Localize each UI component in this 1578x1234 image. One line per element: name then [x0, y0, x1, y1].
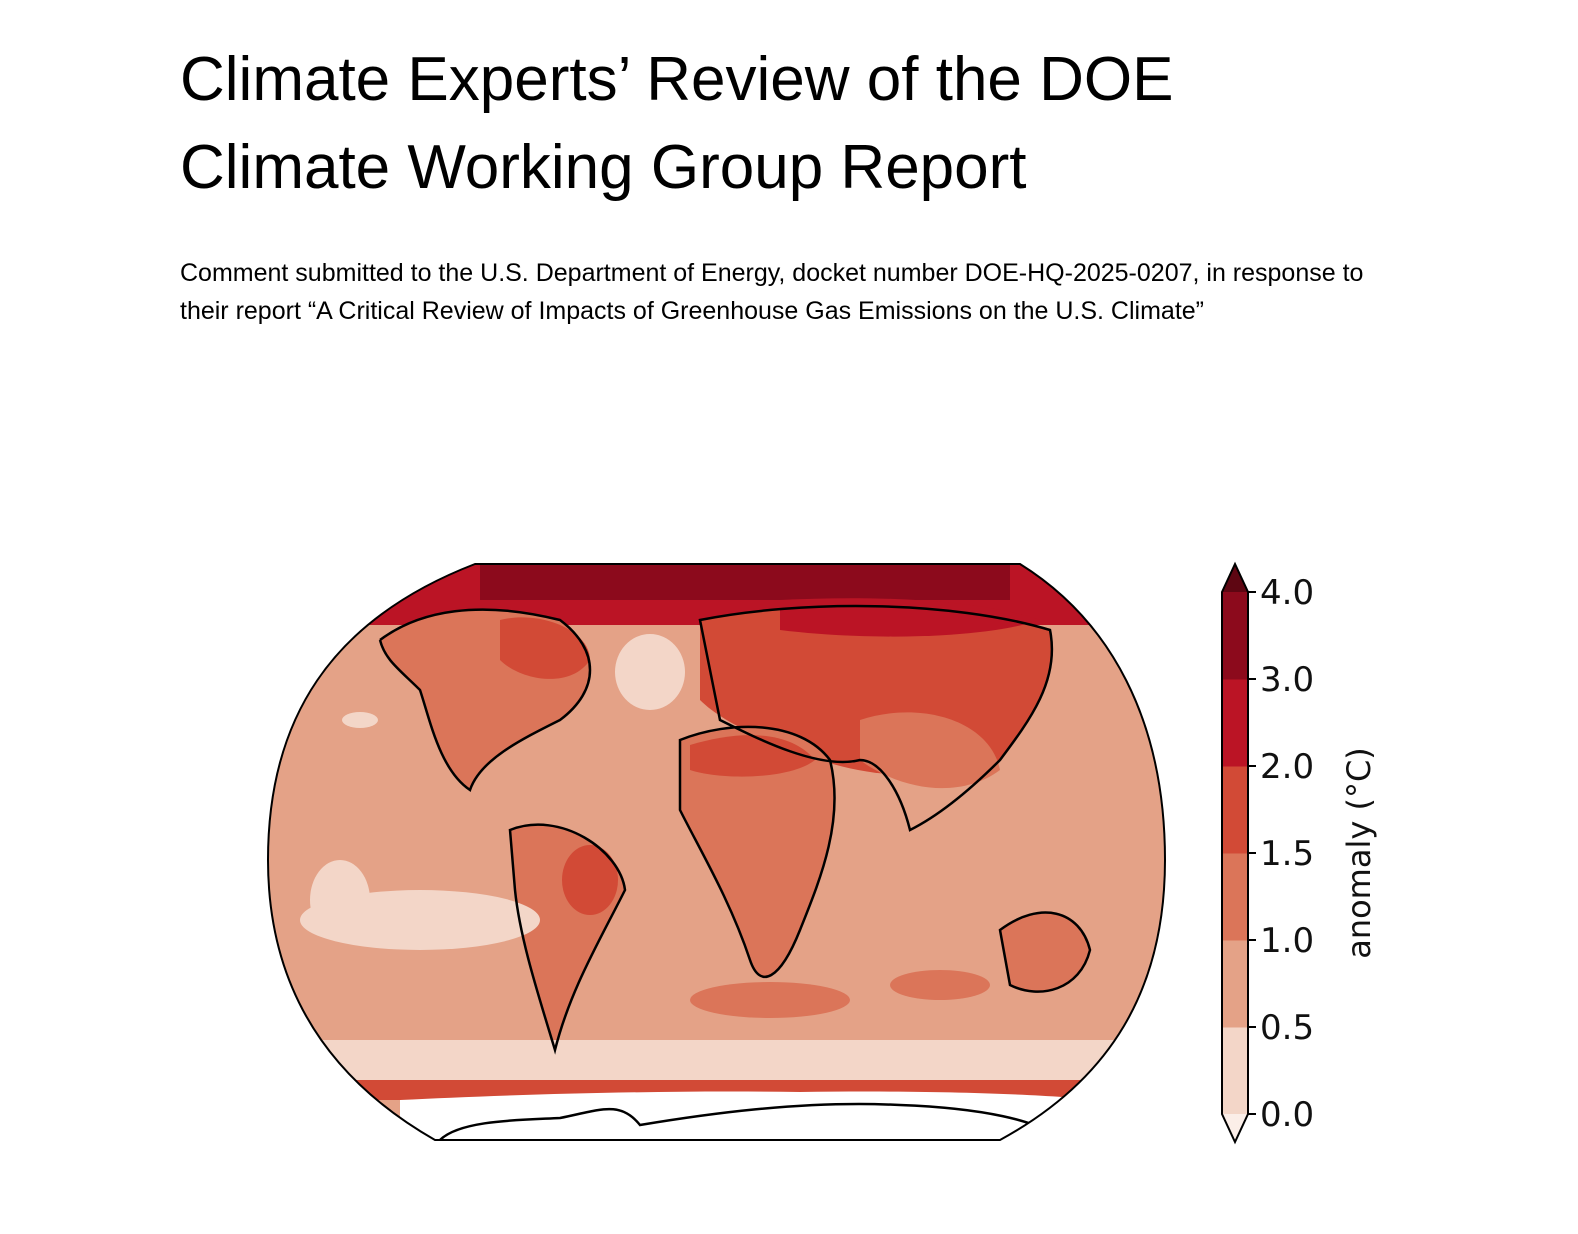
southern-ocean-cool [268, 1040, 1165, 1080]
region-australia [1000, 912, 1090, 992]
region-south-atlantic-warm [690, 982, 850, 1018]
colorbar-over-triangle [1222, 564, 1248, 592]
colorbar-tick-label: 1.0 [1260, 921, 1314, 961]
colorbar-under-triangle [1222, 1114, 1248, 1142]
colorbar-bin [1222, 679, 1248, 767]
region-pacific-cool-3 [342, 712, 378, 728]
region-north-atlantic-cold [615, 634, 685, 710]
antarctica [400, 1091, 1100, 1140]
colorbar: 0.0 0.5 1.0 1.5 2.0 3.0 4.0 [1221, 561, 1314, 1145]
colorbar-tick-label: 3.0 [1260, 660, 1314, 700]
colorbar-label: anomaly (°C) [1340, 747, 1378, 959]
region-amazon [562, 845, 618, 915]
colorbar-bin [1222, 1027, 1248, 1115]
region-canada [500, 617, 590, 679]
region-pacific-cool-2 [310, 860, 370, 940]
colorbar-bin [1222, 592, 1248, 680]
region-siberia [780, 598, 1040, 637]
colorbar-tick-label: 0.5 [1260, 1008, 1314, 1048]
region-africa [680, 726, 835, 977]
region-sahara [690, 735, 815, 777]
colorbar-tick-label: 0.0 [1260, 1095, 1314, 1135]
colorbar-tick-label: 2.0 [1260, 747, 1314, 787]
page-title: Climate Experts’ Review of the DOE Clima… [180, 45, 1174, 202]
region-south-asia [860, 712, 1000, 789]
coastlines [378, 604, 1092, 1140]
colorbar-tick-label: 1.5 [1260, 834, 1314, 874]
anomaly-map-figure: 0.0 0.5 1.0 1.5 2.0 3.0 4.0 anomaly (°C) [260, 555, 1410, 1155]
colorbar-bin [1222, 940, 1248, 1028]
map-frame [266, 563, 1167, 1141]
colorbar-bin [1222, 853, 1248, 941]
arctic-core [480, 565, 1010, 600]
map-field [268, 564, 1165, 1140]
page-subtitle: Comment submitted to the U.S. Department… [180, 259, 1364, 325]
colorbar-tick-label: 4.0 [1260, 573, 1314, 613]
map-svg: 0.0 0.5 1.0 1.5 2.0 3.0 4.0 anomaly (°C) [266, 561, 1378, 1145]
colorbar-bin [1222, 766, 1248, 854]
region-indian-ocean-warm [890, 970, 990, 1000]
